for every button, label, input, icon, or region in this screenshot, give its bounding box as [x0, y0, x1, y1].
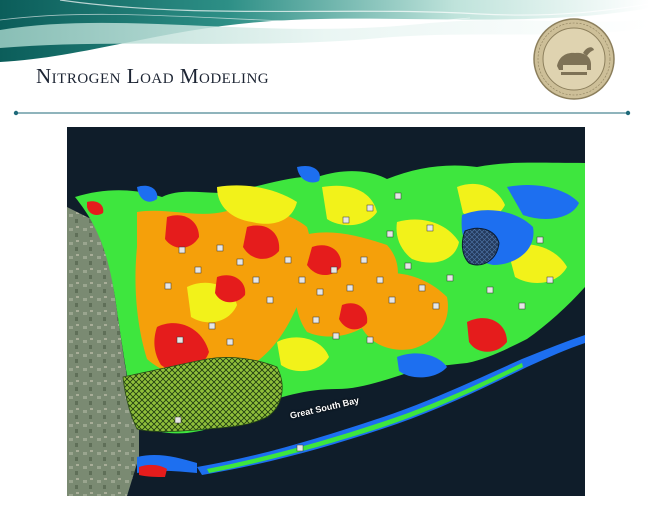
slide-title: Nitrogen Load Modeling: [36, 64, 270, 88]
header-wave-banner: [0, 0, 650, 62]
title-divider: [13, 110, 631, 116]
map-graphic: [67, 162, 585, 496]
county-seal-logo: [533, 18, 615, 100]
nitrogen-load-map: Great South Bay: [67, 127, 585, 496]
